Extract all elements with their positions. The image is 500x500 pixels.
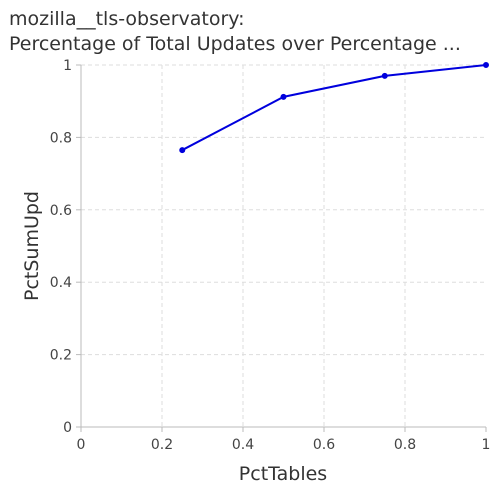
x-tick-label: 0.4 [232, 437, 254, 453]
x-axis-label: PctTables [239, 463, 327, 485]
y-tick-label: 0.8 [50, 130, 72, 146]
data-point [280, 93, 287, 100]
plot-area [179, 62, 489, 154]
chart-title-line-2: Percentage of Total Updates over Percent… [9, 33, 461, 55]
y-tick-label: 0 [63, 420, 72, 436]
y-axis-label: PctSumUpd [21, 191, 43, 301]
x-tick-label: 0.8 [394, 437, 416, 453]
x-tick-label: 0.2 [151, 437, 173, 453]
y-tick-label: 0.6 [50, 203, 72, 219]
y-tick-label: 0.2 [50, 348, 72, 364]
chart-title-line-1: mozilla__tls-observatory: [9, 8, 245, 30]
x-tick-label: 0.6 [313, 437, 335, 453]
y-tick-label: 1 [63, 58, 72, 74]
x-axis-ticks: 0 0.2 0.4 0.6 0.8 1 [77, 427, 491, 453]
y-axis-ticks: 0 0.2 0.4 0.6 0.8 1 [50, 58, 81, 436]
axes [80, 65, 486, 428]
data-point [179, 147, 186, 154]
series-line [181, 64, 487, 151]
data-point [483, 62, 489, 68]
x-tick-label: 1 [482, 437, 491, 453]
y-tick-label: 0.4 [50, 275, 72, 291]
data-point [381, 72, 388, 79]
x-tick-label: 0 [77, 437, 86, 453]
grid-lines [81, 64, 486, 427]
